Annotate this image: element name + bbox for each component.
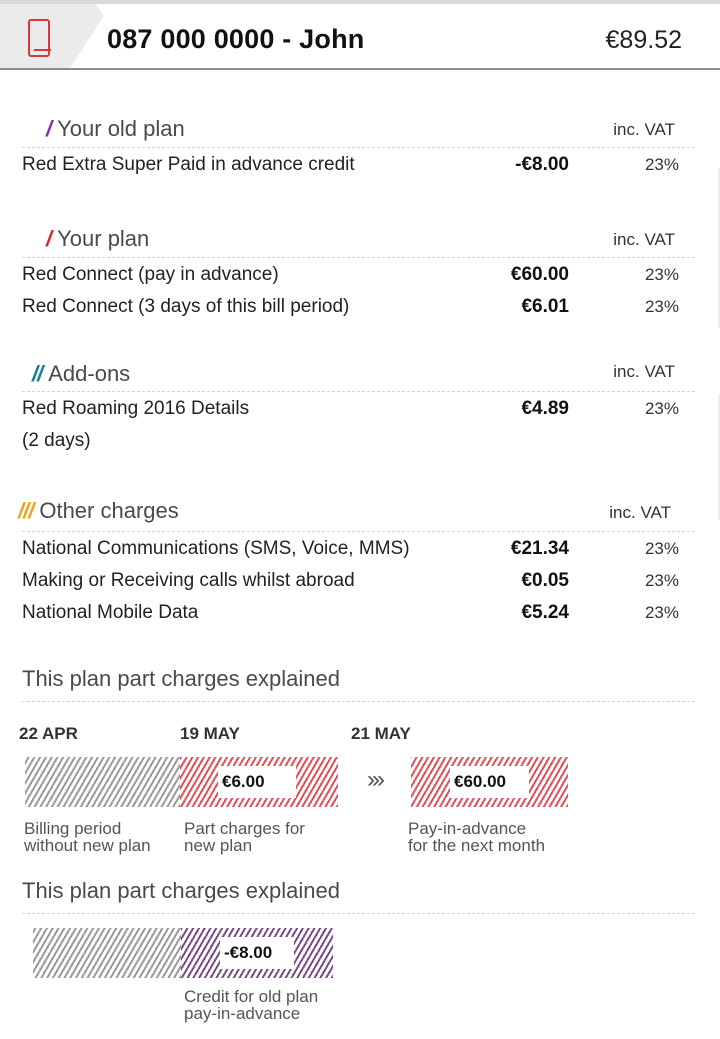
section-add-ons: //Add-ons inc. VAT Red Roaming 2016 Deta… — [22, 358, 695, 456]
charge-amount: €60.00 — [510, 264, 569, 285]
charge-row: Making or Receiving calls whilst abroad … — [22, 564, 695, 596]
date-next: 21 MAY — [351, 724, 411, 743]
yellow-slash-icon: /// — [18, 498, 34, 523]
charge-vat: 23% — [644, 571, 679, 590]
bar-pay-in-advance: €60.00 — [411, 757, 568, 807]
caption-pay-in-advance: Pay-in-advance for the next month — [408, 819, 546, 855]
section-title: //Add-ons — [32, 361, 131, 386]
charge-vat: 23% — [644, 399, 679, 418]
charge-vat: 23% — [644, 297, 679, 316]
bar-old-credit: -€8.00 — [181, 928, 333, 978]
charge-description-detail: (2 days) — [22, 430, 91, 451]
date-start: 22 APR — [19, 724, 78, 743]
mobile-phone-icon — [28, 19, 51, 57]
charge-description: Red Extra Super Paid in advance credit — [22, 154, 355, 175]
vat-header: inc. VAT — [613, 230, 675, 249]
section-other-charges: ///Other charges inc. VAT National Commu… — [18, 494, 695, 628]
scroll-edge — [718, 395, 720, 520]
account-title: 087 000 0000 - John — [107, 24, 365, 54]
charge-vat: 23% — [644, 155, 679, 174]
charge-row: National Communications (SMS, Voice, MMS… — [22, 532, 695, 564]
caption-old-credit: Credit for old plan pay-in-advance — [184, 987, 319, 1023]
teal-slash-icon: // — [32, 361, 43, 386]
charge-amount: €4.89 — [521, 398, 569, 419]
vat-header: inc. VAT — [609, 503, 671, 522]
account-header[interactable]: 087 000 0000 - John €89.52 — [0, 0, 720, 70]
charge-vat: 23% — [644, 603, 679, 622]
section-header: / Your plan inc. VAT — [22, 222, 695, 258]
header-icon-tab — [0, 4, 104, 68]
charge-amount: €5.24 — [521, 602, 569, 623]
charge-description: National Communications (SMS, Voice, MMS… — [22, 538, 410, 559]
vat-header: inc. VAT — [613, 362, 675, 381]
charge-vat: 23% — [644, 265, 679, 284]
section-header: ///Other charges inc. VAT — [18, 494, 695, 532]
account-total: €89.52 — [605, 26, 682, 54]
part-charge-value: €6.00 — [218, 766, 296, 798]
section-header: //Add-ons inc. VAT — [22, 358, 695, 392]
caption-part-charges: Part charges for new plan — [184, 819, 305, 855]
charge-description: Making or Receiving calls whilst abroad — [22, 570, 355, 591]
bar-without-new-plan — [25, 757, 180, 807]
explained-title-new: This plan part charges explained — [22, 666, 695, 702]
purple-slash-icon: / — [46, 116, 52, 141]
date-change: 19 MAY — [180, 724, 240, 743]
section-your-plan: / Your plan inc. VAT Red Connect (pay in … — [22, 222, 695, 322]
section-old-plan: / Your old plan inc. VAT Red Extra Super … — [22, 112, 695, 180]
charge-vat: 23% — [644, 539, 679, 558]
charge-row: Red Roaming 2016 Details (2 days) €4.89 … — [22, 392, 695, 456]
red-slash-icon: / — [46, 226, 52, 251]
advance-charge-value: €60.00 — [450, 766, 529, 798]
charge-description: Red Roaming 2016 Details — [22, 398, 250, 419]
charge-row: Red Connect (pay in advance) €60.00 23% — [22, 258, 695, 290]
charge-amount: -€8.00 — [515, 154, 569, 175]
bar-old-period — [33, 928, 181, 978]
charge-description: National Mobile Data — [22, 602, 199, 623]
charge-description: Red Connect (3 days of this bill period) — [22, 296, 350, 317]
section-title: / Your old plan — [46, 116, 185, 141]
scroll-edge — [718, 168, 720, 328]
charge-amount: €6.01 — [521, 296, 569, 317]
chevron-right-icon: ››› — [367, 766, 385, 793]
charge-amount: €21.34 — [510, 538, 569, 559]
explained-title-old: This plan part charges explained — [22, 878, 695, 914]
section-header: / Your old plan inc. VAT — [22, 112, 695, 148]
bar-part-charges: €6.00 — [180, 757, 338, 807]
section-title: ///Other charges — [18, 498, 179, 523]
section-title: / Your plan — [46, 226, 150, 251]
charge-row: Red Extra Super Paid in advance credit -… — [22, 148, 695, 180]
old-credit-value: -€8.00 — [220, 937, 294, 969]
charge-row: National Mobile Data €5.24 23% — [22, 596, 695, 628]
charge-amount: €0.05 — [521, 570, 569, 591]
caption-billing-period: Billing period without new plan — [24, 819, 151, 855]
vat-header: inc. VAT — [613, 120, 675, 139]
charge-description: Red Connect (pay in advance) — [22, 264, 279, 285]
charge-row: Red Connect (3 days of this bill period)… — [22, 290, 695, 322]
